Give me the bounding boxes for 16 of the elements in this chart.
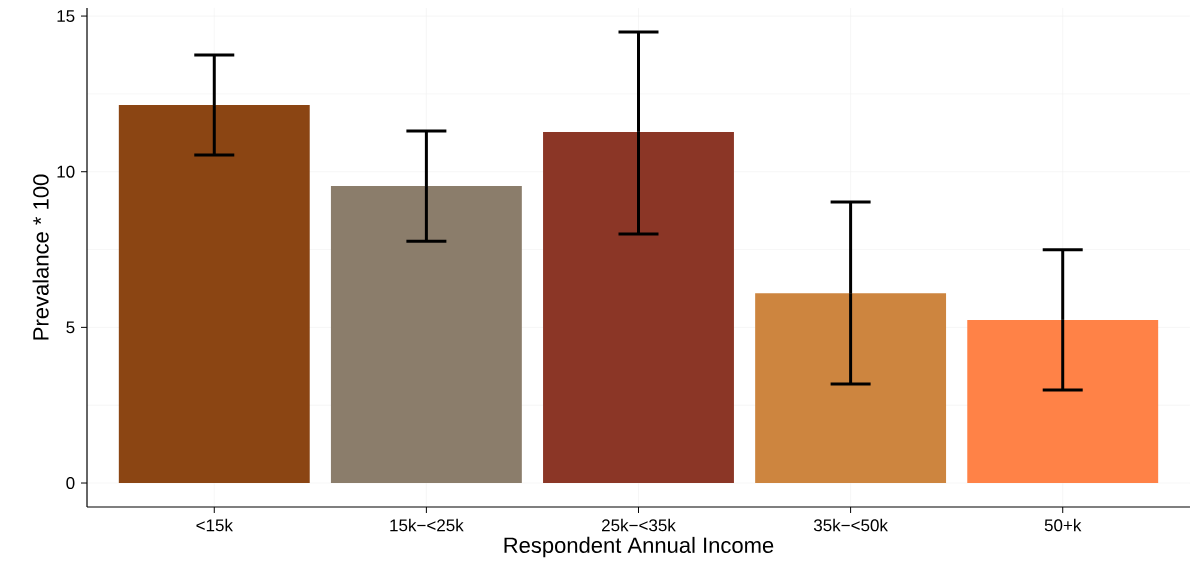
bar (330, 186, 522, 484)
y-tick-label: 5 (66, 321, 75, 334)
y-tick-label: 15 (57, 10, 75, 23)
x-axis-title: Respondent Annual Income (504, 536, 774, 558)
y-tick-label: 10 (57, 165, 75, 178)
x-tick-label: 15k−<25k (390, 518, 464, 532)
x-tick-label: <15k (196, 518, 233, 532)
bar (755, 293, 947, 484)
bar (967, 319, 1159, 484)
y-axis-title: Prevalance * 100 (32, 174, 49, 340)
bar (118, 105, 310, 484)
x-tick-label: 25k−<35k (602, 518, 676, 532)
x-tick-label: 35k−<50k (813, 518, 888, 532)
bar (543, 131, 734, 484)
y-tick-label: 0 (66, 476, 75, 490)
x-tick-label: 50+k (1044, 518, 1082, 532)
